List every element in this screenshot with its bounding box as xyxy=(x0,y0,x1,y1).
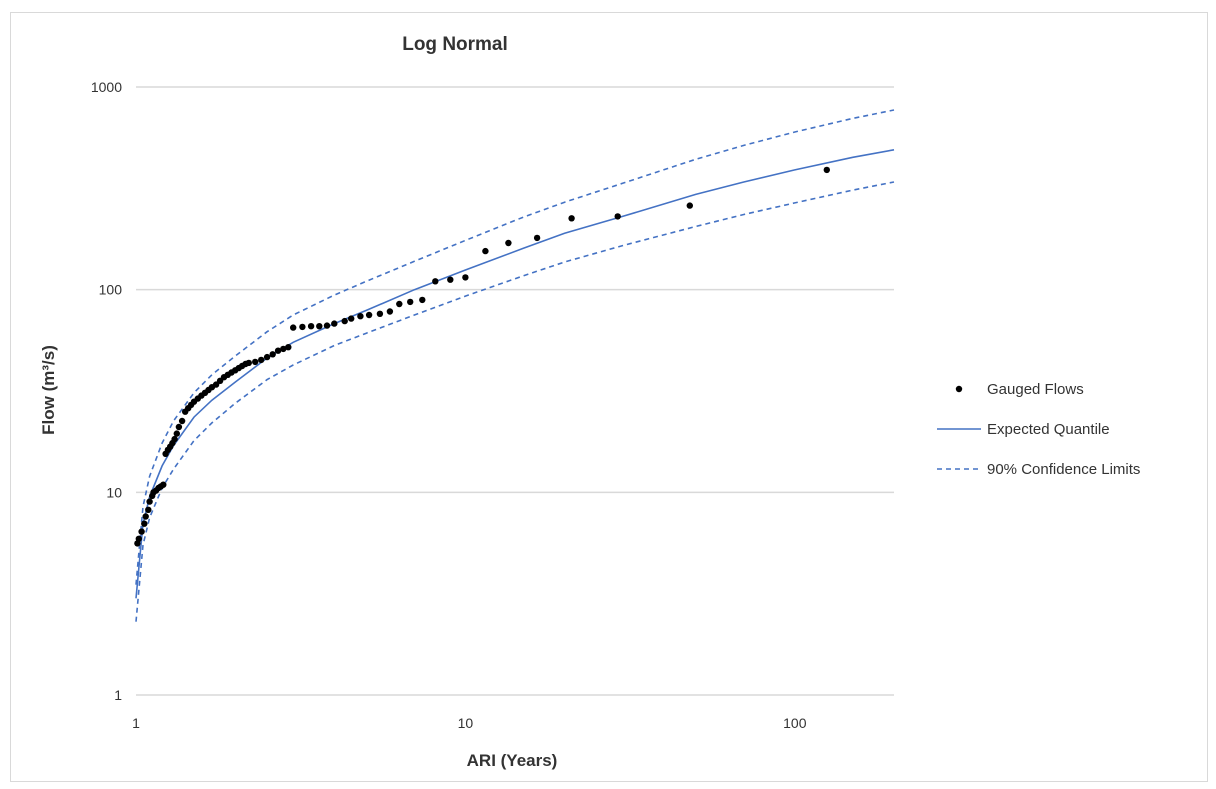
legend-label-1: Expected Quantile xyxy=(987,421,1110,438)
gauged-flow-point-40 xyxy=(252,358,259,366)
chart-canvas: Log Normal 1 10 100 1000 1 10 100 ARI (Years)… xyxy=(39,34,1140,770)
x-axis-title: ARI (Years) xyxy=(467,751,558,770)
gauged-flow-point-52 xyxy=(331,320,338,327)
gauged-flow-point-12 xyxy=(160,481,167,488)
gauged-flow-point-66 xyxy=(505,239,512,247)
legend: Gauged Flows Expected Quantile 90% Confide… xyxy=(937,381,1140,478)
y-axis-ticks: 1 10 100 1000 xyxy=(91,79,122,703)
gauged-flow-point-71 xyxy=(823,166,830,174)
y-tick-label-1000: 1000 xyxy=(91,79,122,95)
gauged-flow-point-17 xyxy=(171,435,178,443)
gauged-flow-point-64 xyxy=(462,274,469,281)
y-tick-label-10: 10 xyxy=(106,484,122,500)
gauged-flow-point-2 xyxy=(138,528,145,535)
gauged-flow-point-41 xyxy=(258,356,265,364)
gauged-flow-point-49 xyxy=(307,323,315,330)
chart-title: Log Normal xyxy=(402,34,508,55)
legend-marker-points xyxy=(955,385,963,393)
legend-label-0: Gauged Flows xyxy=(987,381,1084,398)
gauged-flow-point-65 xyxy=(482,247,489,255)
gauged-flow-point-67 xyxy=(533,234,541,242)
gauged-flow-point-39 xyxy=(245,359,252,367)
gauged-flow-point-54 xyxy=(348,315,355,322)
gauged-flow-point-70 xyxy=(686,202,693,209)
confidence-limit-line-2 xyxy=(135,109,895,585)
gauged-flow-point-55 xyxy=(357,313,364,320)
x-tick-label-10: 10 xyxy=(458,715,474,731)
gauged-flow-point-19 xyxy=(175,423,183,431)
gauged-flow-point-5 xyxy=(145,506,152,513)
gauged-flow-point-60 xyxy=(407,298,414,306)
y-tick-label-1: 1 xyxy=(114,687,122,703)
gauged-flow-point-44 xyxy=(274,347,282,354)
y-axis-title: Flow (m³/s) xyxy=(39,345,58,435)
gauged-flow-point-30 xyxy=(212,381,220,388)
gauged-flow-points xyxy=(134,166,830,547)
gauged-flow-point-46 xyxy=(285,344,292,351)
x-axis-ticks: 1 10 100 xyxy=(132,715,807,731)
gauged-flow-point-4 xyxy=(142,513,149,520)
gauged-flow-point-48 xyxy=(299,323,306,331)
gauged-flow-point-50 xyxy=(316,323,323,330)
gauged-flow-point-58 xyxy=(386,308,394,315)
gauged-flow-point-68 xyxy=(568,215,575,222)
gauged-flow-point-53 xyxy=(341,317,348,325)
gauged-flow-point-3 xyxy=(141,520,148,527)
gauged-flow-point-18 xyxy=(173,430,180,437)
gauged-flow-point-42 xyxy=(263,353,271,361)
gauged-flow-point-63 xyxy=(447,276,454,283)
legend-label-2: 90% Confidence Limits xyxy=(987,461,1140,478)
gauged-flow-point-51 xyxy=(323,322,331,329)
gauged-flow-point-59 xyxy=(396,300,403,308)
gauged-flow-point-62 xyxy=(432,278,439,285)
gauged-flow-point-6 xyxy=(146,498,153,505)
gauged-flow-point-57 xyxy=(376,310,384,317)
gauged-flow-point-1 xyxy=(135,535,142,542)
x-tick-label-100: 100 xyxy=(783,715,807,731)
x-tick-label-1: 1 xyxy=(132,715,140,731)
confidence-limit-line-3 xyxy=(135,181,895,622)
chart-frame: Log Normal 1 10 100 1000 1 10 100 ARI (Years)… xyxy=(10,12,1208,782)
gauged-flow-point-43 xyxy=(269,351,276,358)
y-tick-label-100: 100 xyxy=(99,282,123,298)
gauged-flow-point-47 xyxy=(290,324,297,331)
gauged-flow-point-61 xyxy=(419,296,426,304)
gridlines xyxy=(136,86,894,696)
gauged-flow-point-56 xyxy=(365,311,373,319)
expected-quantile-line xyxy=(135,149,895,599)
gauged-flow-point-69 xyxy=(614,213,621,220)
gauged-flow-point-45 xyxy=(280,345,287,353)
gauged-flow-point-20 xyxy=(178,417,186,425)
